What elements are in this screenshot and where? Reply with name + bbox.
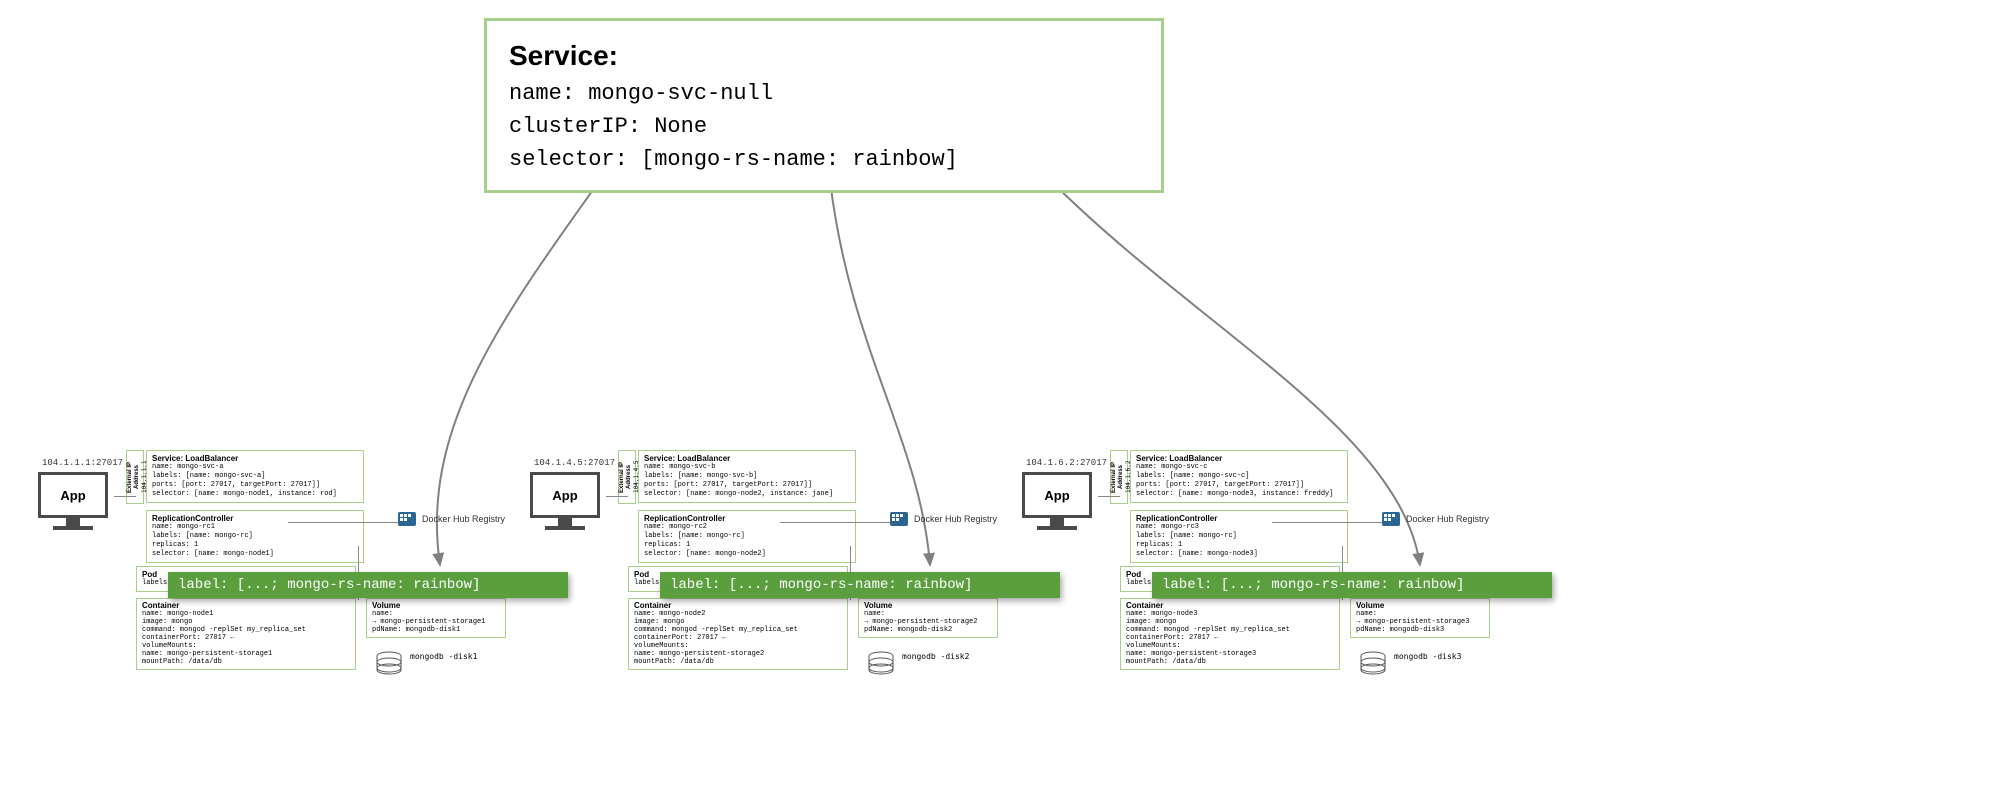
- container-box: Container name: mongo-node2 image: mongo…: [628, 598, 848, 670]
- disk-label: mongodb -disk3: [1394, 652, 1461, 662]
- disk-label: mongodb -disk2: [902, 652, 969, 662]
- app-label: App: [530, 472, 600, 518]
- container-box: Container name: mongo-node3 image: mongo…: [1120, 598, 1340, 670]
- pod-label-callout: label: [...; mongo-rs-name: rainbow]: [1152, 572, 1552, 598]
- service-name-line: name: mongo-svc-null: [509, 77, 1139, 110]
- replication-controller-box: ReplicationController name: mongo-rc2 la…: [638, 510, 856, 563]
- docker-hub-registry: Docker Hub Registry: [1382, 512, 1489, 526]
- docker-hub-registry: Docker Hub Registry: [890, 512, 997, 526]
- app-label: App: [1022, 472, 1092, 518]
- app-monitor-icon: App: [38, 472, 108, 537]
- app-external-ip: 104.1.4.5:27017: [534, 458, 615, 468]
- pod-label-callout: label: [...; mongo-rs-name: rainbow]: [168, 572, 568, 598]
- service-loadbalancer-box: Service: LoadBalancer name: mongo-svc-c …: [1130, 450, 1348, 503]
- disk-icon: [866, 650, 896, 680]
- service-loadbalancer-box: Service: LoadBalancer name: mongo-svc-b …: [638, 450, 856, 503]
- disk-icon: [1358, 650, 1388, 680]
- container-box: Container name: mongo-node1 image: mongo…: [136, 598, 356, 670]
- volume-box: Volume name: → mongo-persistent-storage1…: [366, 598, 506, 638]
- app-label: App: [38, 472, 108, 518]
- disk-icon: [374, 650, 404, 680]
- docker-icon: [398, 512, 416, 526]
- docker-hub-registry: Docker Hub Registry: [398, 512, 505, 526]
- volume-box: Volume name: → mongo-persistent-storage3…: [1350, 598, 1490, 638]
- service-clusterip-line: clusterIP: None: [509, 110, 1139, 143]
- service-selector-line: selector: [mongo-rs-name: rainbow]: [509, 143, 1139, 176]
- service-title: Service:: [509, 35, 1139, 77]
- app-monitor-icon: App: [530, 472, 600, 537]
- docker-icon: [1382, 512, 1400, 526]
- app-monitor-icon: App: [1022, 472, 1092, 537]
- disk-label: mongodb -disk1: [410, 652, 477, 662]
- replication-controller-box: ReplicationController name: mongo-rc3 la…: [1130, 510, 1348, 563]
- headless-service-box: Service: name: mongo-svc-null clusterIP:…: [484, 18, 1164, 193]
- service-loadbalancer-box: Service: LoadBalancer name: mongo-svc-a …: [146, 450, 364, 503]
- app-external-ip: 104.1.6.2:27017: [1026, 458, 1107, 468]
- pod-label-callout: label: [...; mongo-rs-name: rainbow]: [660, 572, 1060, 598]
- docker-icon: [890, 512, 908, 526]
- volume-box: Volume name: → mongo-persistent-storage2…: [858, 598, 998, 638]
- replication-controller-box: ReplicationController name: mongo-rc1 la…: [146, 510, 364, 563]
- app-external-ip: 104.1.1.1:27017: [42, 458, 123, 468]
